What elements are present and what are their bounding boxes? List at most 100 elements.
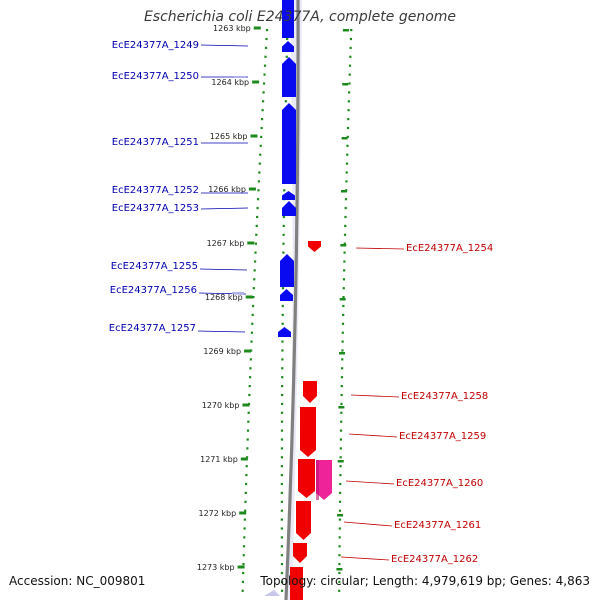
reverse-gene-arrow <box>298 459 315 498</box>
tick-dot <box>264 46 268 49</box>
forward-label-leader <box>197 330 246 333</box>
kbp-tick-label: 1268 kbp <box>205 293 243 302</box>
tick-dot <box>258 171 261 174</box>
tick-dot <box>250 340 253 343</box>
kbp-tick-label: 1269 kbp <box>203 347 241 356</box>
kbp-major-tick <box>244 349 252 353</box>
tick-dot <box>341 340 344 343</box>
forward-gene-arrow <box>278 327 291 337</box>
tick-dot <box>282 215 285 219</box>
highlighted-gene-arrow <box>316 460 332 500</box>
tick-dot <box>339 474 342 477</box>
tick-dot <box>242 571 245 575</box>
tick-dot <box>345 162 349 165</box>
tick-dot <box>339 456 342 459</box>
tick-dot <box>338 527 341 530</box>
tick-dot <box>349 37 353 41</box>
reverse-gene-label: EcE24377A_1262 <box>391 554 478 565</box>
leader-highlight <box>232 292 244 294</box>
labels-layer: EcE24377A_1249 EcE24377A_1250 EcE24377A_12… <box>109 40 494 565</box>
forward-gene-arrow <box>282 103 296 184</box>
forward-gene-arrow <box>282 191 295 200</box>
tick-dot <box>285 55 288 58</box>
forward-gene-arrow <box>282 201 296 216</box>
forward-label-leader <box>200 44 249 47</box>
kbp-tick-label: 1272 kbp <box>199 509 237 518</box>
genes-layer <box>278 0 332 600</box>
tick-dot <box>242 554 245 557</box>
reverse-gene-label: EcE24377A_1259 <box>399 431 486 442</box>
tick-dot <box>339 465 342 468</box>
reverse-gene-arrow <box>296 501 311 540</box>
tick-dot <box>338 563 341 566</box>
forward-gene-arrow <box>282 41 294 52</box>
tick-dot <box>280 545 284 548</box>
tick-dot <box>258 162 261 165</box>
tick-dot <box>281 376 284 379</box>
tick-dot <box>255 224 258 227</box>
map-title: Escherichia coli E24377A, complete genom… <box>143 9 457 25</box>
tick-dot <box>252 296 255 299</box>
tick-dot <box>265 29 269 32</box>
tick-dot <box>340 411 343 414</box>
right-ring-dash <box>340 190 347 193</box>
kbp-tick-label: 1266 kbp <box>208 185 246 194</box>
tick-dot <box>263 64 267 67</box>
tick-dot <box>348 73 351 76</box>
tick-dot <box>286 37 289 41</box>
tick-dot <box>261 109 264 112</box>
tick-dot <box>282 242 285 245</box>
forward-gene-arrow <box>282 57 296 97</box>
kbp-major-tick <box>237 565 245 569</box>
kbp-major-tick <box>239 511 247 515</box>
tick-dot <box>350 29 353 32</box>
tick-dot <box>244 482 248 486</box>
tick-dot <box>280 429 284 432</box>
tick-dot <box>257 189 260 192</box>
forward-gene-label: EcE24377A_1256 <box>110 285 197 296</box>
tick-dot <box>280 563 284 566</box>
tick-dot <box>246 447 249 450</box>
tick-dot <box>253 269 256 272</box>
right-ring-dash <box>338 406 345 409</box>
tick-dot <box>280 420 284 423</box>
forward-gene-arrow <box>282 0 294 38</box>
tick-dot <box>259 153 262 156</box>
tick-dot <box>343 251 346 254</box>
tick-dot <box>242 563 245 566</box>
tick-dot <box>340 385 343 388</box>
tick-dot <box>280 536 283 539</box>
tick-dot <box>244 500 247 503</box>
tick-dot <box>261 118 264 121</box>
forward-gene-label: EcE24377A_1252 <box>112 185 199 196</box>
tick-dot <box>256 215 259 219</box>
tick-dot <box>340 402 343 405</box>
tick-dot <box>343 242 346 245</box>
tick-dot <box>338 536 341 539</box>
highlighted-gene-edge <box>316 460 319 500</box>
tick-dot <box>339 438 343 441</box>
forward-gene-arrow <box>280 254 294 287</box>
tick-dot <box>346 135 349 138</box>
reverse-label-leader <box>345 480 395 485</box>
tick-dot <box>251 313 254 316</box>
tick-dot <box>280 571 284 575</box>
forward-gene-arrow <box>280 289 293 301</box>
tick-dot <box>255 233 258 236</box>
kbp-major-tick <box>250 134 258 138</box>
tick-dot <box>280 518 283 521</box>
right-ring-dash <box>341 137 348 140</box>
tick-dot <box>262 91 265 94</box>
tick-dot <box>281 385 284 388</box>
tick-dot <box>260 135 263 138</box>
tick-dot <box>252 287 255 290</box>
tick-dot <box>246 438 249 441</box>
kbp-major-tick <box>240 457 248 461</box>
kbp-tick-label: 1273 kbp <box>197 563 235 572</box>
forward-gene-label: EcE24377A_1253 <box>112 203 199 214</box>
tick-dot <box>242 545 246 548</box>
tick-dot <box>338 580 341 583</box>
tick-dot <box>344 224 347 227</box>
tick-dot <box>280 482 283 486</box>
